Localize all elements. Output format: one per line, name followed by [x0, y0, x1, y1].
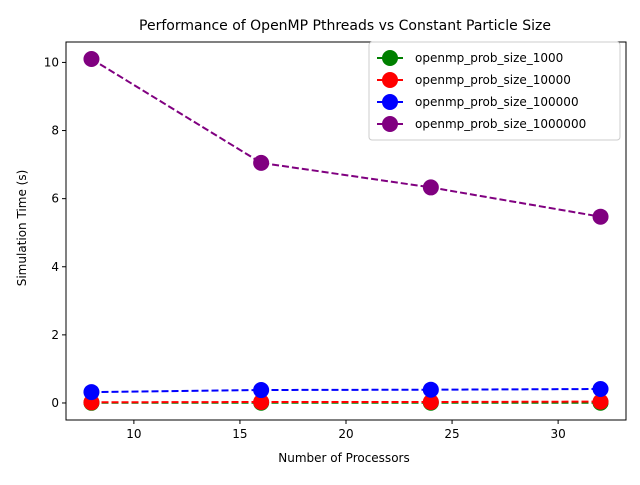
x-tick-label-15: 15: [232, 427, 247, 441]
series-line-openmp-prob-size-10000: [92, 402, 601, 403]
x-axis-label: Number of Processors: [278, 451, 409, 465]
x-tick-label-30: 30: [550, 427, 565, 441]
legend-label-openmp-prob-size-1000000: openmp_prob_size_1000000: [415, 117, 586, 131]
y-tick-label-6: 6: [51, 192, 59, 206]
data-point-openmp-prob-size-1000000-32: [593, 209, 609, 225]
data-point-openmp-prob-size-100000-24: [423, 382, 439, 398]
data-point-openmp-prob-size-100000-16: [253, 382, 269, 398]
data-point-openmp-prob-size-100000-32: [593, 381, 609, 397]
x-tick-label-10: 10: [126, 427, 141, 441]
legend-label-openmp-prob-size-1000: openmp_prob_size_1000: [415, 51, 563, 65]
series-line-openmp-prob-size-100000: [92, 389, 601, 392]
chart-title: Performance of OpenMP Pthreads vs Consta…: [139, 18, 551, 34]
data-point-openmp-prob-size-1000000-16: [253, 155, 269, 171]
y-tick-label-2: 2: [51, 328, 59, 342]
data-point-openmp-prob-size-100000-8: [83, 384, 99, 400]
y-tick-label-4: 4: [51, 260, 59, 274]
legend: openmp_prob_size_1000 openmp_prob_size_10…: [369, 42, 620, 140]
x-tick-label-25: 25: [444, 427, 459, 441]
legend-marker-openmp-prob-size-1000000: [382, 116, 398, 132]
data-point-openmp-prob-size-1000000-8: [83, 51, 99, 67]
legend-marker-openmp-prob-size-100000: [382, 94, 398, 110]
legend-label-openmp-prob-size-10000: openmp_prob_size_10000: [415, 73, 571, 87]
data-point-openmp-prob-size-1000000-24: [423, 179, 439, 195]
legend-label-openmp-prob-size-100000: openmp_prob_size_100000: [415, 95, 579, 109]
y-axis-label: Simulation Time (s): [15, 170, 29, 287]
legend-marker-openmp-prob-size-10000: [382, 72, 398, 88]
x-tick-label-20: 20: [338, 427, 353, 441]
y-tick-label-8: 8: [51, 124, 59, 138]
y-tick-label-0: 0: [51, 396, 59, 410]
legend-marker-openmp-prob-size-1000: [382, 50, 398, 66]
y-tick-label-10: 10: [44, 55, 59, 69]
